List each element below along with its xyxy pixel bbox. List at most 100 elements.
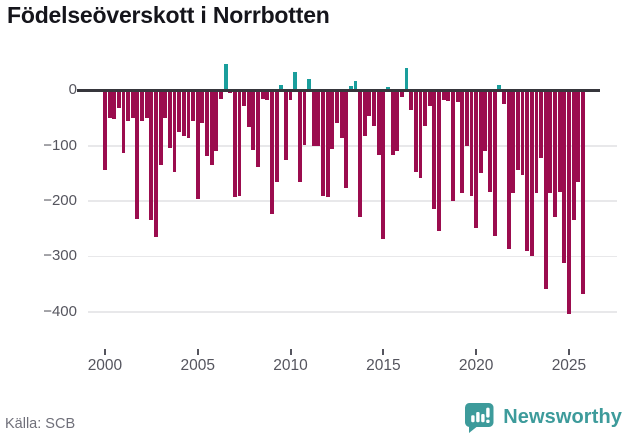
newsworthy-logo-icon [464,401,495,434]
bar-2012Q2 [330,90,335,149]
bar-2018Q4 [451,90,455,202]
bar-2001Q4 [135,90,140,219]
bar-2021Q3 [502,90,506,104]
bar-2000Q1 [103,90,107,171]
bar-2013Q3 [353,81,358,91]
x-tick-label-2005: 2005 [180,357,215,374]
bar-2021Q2 [497,85,502,91]
bar-2024Q1 [548,90,553,194]
bar-2003Q4 [172,90,177,172]
bar-2019Q2 [460,90,465,194]
y-tick-label: −400 [43,302,77,320]
x-tick [289,349,292,355]
x-tick-label-2020: 2020 [458,357,494,374]
bar-2003Q1 [158,90,163,166]
x-tick [196,349,199,355]
bar-2017Q3 [427,90,432,106]
bar-2020Q4 [488,90,492,192]
bar-2010Q3 [297,90,302,182]
bar-2020Q3 [483,90,488,152]
bar-2024Q4 [562,90,567,263]
bar-2004Q1 [177,90,182,133]
bar-2021Q1 [492,90,497,236]
bar-2000Q4 [116,90,121,108]
bar-2003Q2 [163,90,168,118]
y-tick-label: −100 [43,136,77,154]
bar-2013Q2 [348,86,353,91]
bar-2002Q4 [154,90,158,238]
bar-2016Q1 [399,90,404,98]
bar-2006Q2 [219,90,223,99]
bar-2014Q4 [376,90,381,155]
bar-2025Q4 [580,90,585,295]
y-tick-label: 0 [68,81,77,99]
y-tick-label: −300 [43,247,77,265]
bar-2002Q2 [144,90,149,118]
x-tick-label-2015: 2015 [366,357,401,374]
bar-2022Q1 [511,90,516,194]
x-tick [103,349,106,355]
bar-2012Q1 [325,90,330,198]
plot [77,60,617,345]
bar-2015Q1 [381,90,386,240]
bar-2004Q2 [181,90,186,137]
bar-2010Q1 [288,90,293,101]
bar-2007Q1 [232,90,237,198]
bar-2010Q4 [302,90,307,145]
bar-2000Q2 [107,90,112,118]
bar-2001Q2 [126,90,131,121]
bar-2011Q4 [321,90,325,196]
brand[interactable]: Newsworthy [464,401,622,434]
bar-2022Q4 [525,90,530,251]
x-tick-label-2025: 2025 [551,357,587,374]
bar-2017Q4 [432,90,437,209]
bar-2018Q2 [441,90,446,101]
bar-2008Q2 [256,90,260,167]
x-tick [475,349,478,355]
y-tick-label: −200 [43,192,77,210]
bar-2012Q3 [335,90,339,123]
bar-2005Q3 [205,90,209,157]
bar-2005Q1 [195,90,200,199]
x-tick [382,349,385,355]
bar-2004Q3 [186,90,191,138]
bar-2023Q4 [543,90,548,290]
bar-2015Q3 [390,90,395,155]
gridline--100 [88,144,617,147]
bar-2019Q3 [464,90,469,146]
bar-2008Q3 [260,90,265,99]
bar-2022Q3 [520,90,525,176]
brand-name: Newsworthy [503,406,622,428]
bar-2003Q3 [167,90,172,148]
bar-2016Q3 [409,90,414,110]
bar-2008Q1 [251,90,256,150]
source-label: Källa: SCB [5,416,76,432]
bar-2014Q2 [367,90,372,116]
x-tick-label-2010: 2010 [273,357,308,374]
bar-2009Q4 [283,90,288,160]
chart-title: Födelseöverskott i Norrbotten [7,2,330,28]
zero-axis-line [77,89,600,92]
bar-2022Q2 [515,90,520,171]
bar-2008Q4 [265,90,270,101]
bar-2025Q2 [571,90,576,220]
bar-2025Q3 [576,90,581,182]
bar-2006Q1 [214,90,219,152]
bar-2017Q2 [423,90,428,126]
bar-2024Q2 [553,90,557,217]
gridline--400 [88,310,617,313]
bar-2005Q4 [209,90,214,166]
gridline--300 [88,255,617,258]
bar-2015Q2 [386,86,390,91]
x-tick-label-2000: 2000 [87,357,123,374]
bar-2023Q2 [534,90,539,194]
bar-2020Q1 [474,90,479,228]
bar-2011Q2 [311,90,316,147]
bar-2025Q1 [567,90,571,314]
bar-2020Q2 [478,90,483,174]
bar-2004Q4 [191,90,196,121]
bar-2007Q4 [246,90,251,128]
bar-2016Q4 [413,90,418,172]
bar-2010Q2 [293,71,298,91]
bar-2009Q3 [279,85,284,91]
